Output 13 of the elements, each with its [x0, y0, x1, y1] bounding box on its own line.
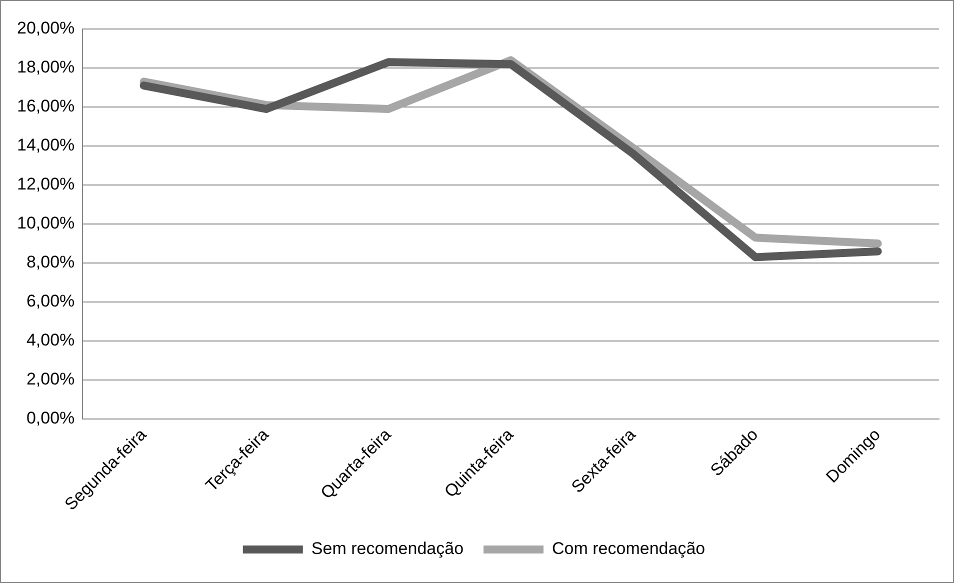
- y-tick-label: 14,00%: [16, 136, 75, 155]
- y-tick-label: 6,00%: [26, 292, 75, 311]
- legend-label: Com recomendação: [552, 539, 706, 558]
- y-tick-label: 2,00%: [26, 370, 75, 389]
- y-tick-label: 18,00%: [16, 58, 75, 77]
- y-tick-label: 0,00%: [26, 408, 75, 428]
- y-tick-label: 16,00%: [16, 96, 75, 116]
- y-tick-label: 10,00%: [16, 214, 75, 233]
- legend-label: Sem recomendação: [311, 539, 464, 558]
- y-tick-label: 8,00%: [26, 252, 75, 272]
- y-tick-label: 12,00%: [16, 174, 75, 194]
- y-tick-label: 4,00%: [26, 330, 75, 350]
- y-tick-label: 20,00%: [16, 18, 75, 38]
